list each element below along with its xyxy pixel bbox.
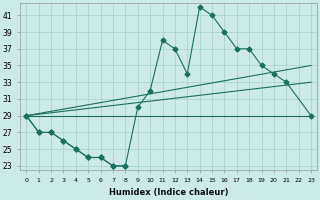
X-axis label: Humidex (Indice chaleur): Humidex (Indice chaleur) [109,188,228,197]
